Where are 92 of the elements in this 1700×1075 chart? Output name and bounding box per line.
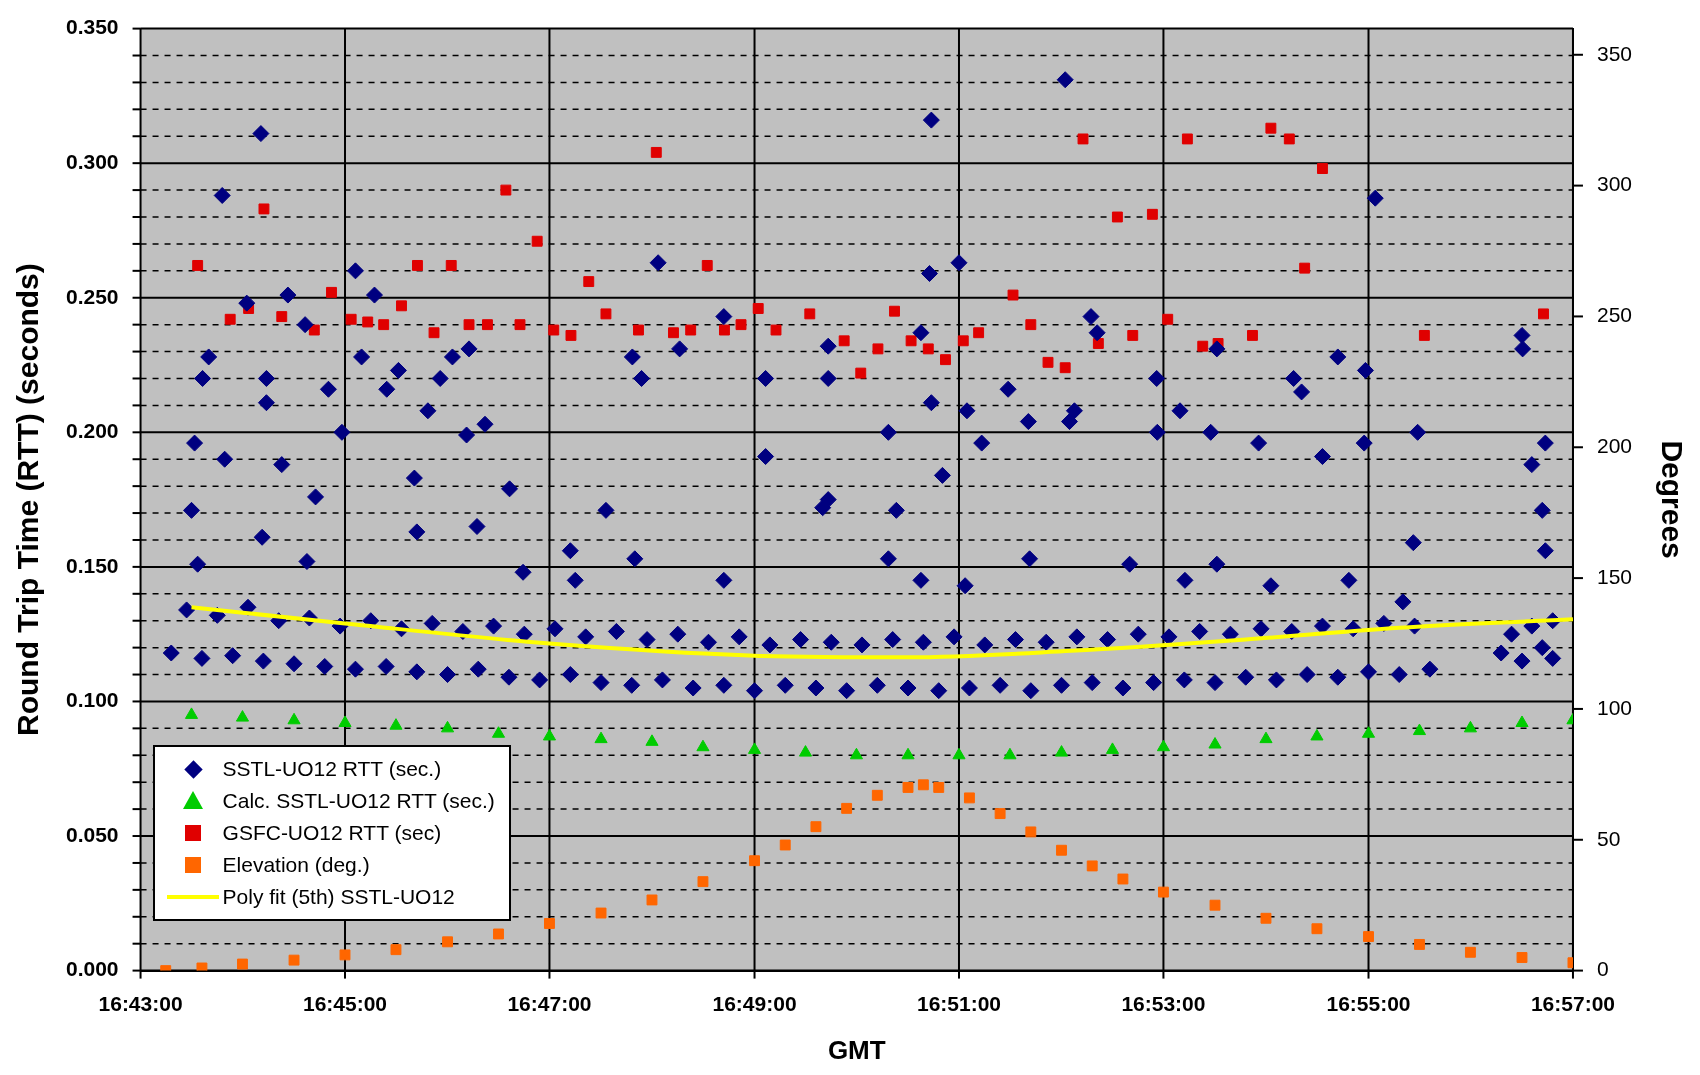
point — [933, 781, 945, 793]
y2-tick-label: 100 — [1596, 695, 1633, 719]
point — [235, 710, 250, 722]
point — [491, 726, 506, 738]
point — [595, 907, 607, 919]
point — [747, 742, 762, 754]
point — [1025, 826, 1037, 838]
x-tick-label: 16:51:00 — [916, 992, 1002, 1015]
y2-tick-label: 300 — [1596, 172, 1633, 196]
point — [798, 745, 813, 757]
point — [442, 936, 453, 948]
x-tick-label: 16:57:00 — [1530, 992, 1615, 1015]
point — [952, 747, 966, 760]
point — [1260, 912, 1272, 924]
point — [1516, 952, 1528, 963]
point — [1310, 728, 1324, 741]
x-tick-label: 16:53:00 — [1121, 992, 1206, 1015]
point — [196, 962, 208, 971]
legend-label: Elevation (deg.) — [222, 852, 370, 877]
point — [288, 954, 300, 966]
y2-tick-label: 350 — [1596, 41, 1633, 65]
point — [749, 855, 760, 867]
point — [440, 720, 455, 733]
y-tick-label: 0.050 — [65, 822, 119, 846]
point — [1209, 899, 1221, 911]
point — [1156, 739, 1170, 752]
y2-tick-label: 150 — [1596, 564, 1633, 588]
legend-label: GSFC-UO12 RTT (sec) — [222, 820, 442, 845]
point — [1515, 715, 1529, 727]
point — [646, 894, 658, 906]
point — [1259, 731, 1273, 744]
point — [184, 707, 199, 719]
point — [779, 839, 791, 851]
y-tick-label: 0.000 — [65, 957, 119, 981]
point — [901, 747, 915, 760]
point — [338, 715, 352, 727]
point — [871, 789, 883, 801]
point — [237, 958, 248, 970]
y2-tick-label: 250 — [1596, 303, 1633, 327]
point — [493, 928, 504, 940]
y-tick-label: 0.100 — [65, 688, 119, 712]
point — [1414, 938, 1425, 950]
point — [1464, 946, 1476, 958]
y-tick-label: 0.350 — [65, 15, 119, 39]
point — [696, 739, 710, 752]
legend-label: Calc. SSTL-UO12 RTT (sec.) — [222, 788, 495, 813]
point — [1208, 737, 1222, 749]
legend-label: SSTL-UO12 RTT (sec.) — [222, 756, 442, 781]
y2-axis-title: Degrees — [1655, 440, 1689, 559]
point — [1105, 742, 1120, 754]
point — [1311, 923, 1323, 935]
legend-label: Poly fit (5th) SSTL-UO12 — [222, 884, 455, 909]
point — [963, 792, 975, 804]
point — [841, 802, 853, 814]
point — [544, 918, 555, 929]
point — [1157, 886, 1169, 898]
x-axis-title: GMT — [827, 1034, 886, 1065]
x-tick-label: 16:55:00 — [1326, 992, 1411, 1015]
y-tick-label: 0.200 — [65, 419, 119, 443]
y2-tick-label: 0 — [1596, 957, 1609, 981]
point — [697, 876, 709, 888]
point — [1086, 860, 1098, 872]
point — [1056, 844, 1067, 856]
point — [1054, 745, 1069, 757]
x-tick-label: 16:45:00 — [302, 992, 388, 1015]
y2-tick-label: 50 — [1596, 826, 1621, 850]
y-axis-title: Round Trip Time (RTT) (seconds) — [11, 263, 45, 736]
point — [810, 821, 822, 833]
point — [339, 949, 351, 961]
y-tick-label: 0.150 — [65, 553, 119, 577]
point — [1361, 726, 1376, 738]
point — [389, 718, 403, 730]
point — [1363, 931, 1374, 943]
x-tick-label: 16:47:00 — [507, 992, 592, 1015]
point — [917, 779, 929, 791]
point — [994, 808, 1006, 820]
point — [902, 781, 914, 793]
x-tick-label: 16:43:00 — [98, 992, 183, 1015]
point — [1412, 723, 1427, 736]
point — [594, 731, 608, 744]
y2-tick-label: 200 — [1596, 434, 1633, 458]
y-tick-label: 0.250 — [65, 284, 119, 308]
point — [1117, 873, 1129, 885]
point — [849, 747, 864, 760]
point — [1463, 720, 1477, 733]
y-tick-label: 0.300 — [65, 149, 119, 173]
point — [542, 728, 557, 741]
point — [645, 734, 659, 746]
point — [390, 944, 402, 956]
point — [1003, 747, 1017, 760]
point — [287, 712, 301, 725]
x-tick-label: 16:49:00 — [712, 992, 797, 1015]
